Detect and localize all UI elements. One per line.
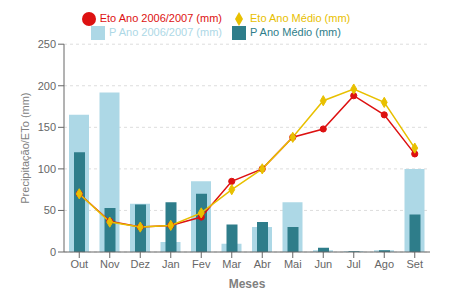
svg-text:Jan: Jan [162, 258, 180, 270]
svg-text:Ago: Ago [374, 258, 394, 270]
svg-text:Abr: Abr [254, 258, 271, 270]
svg-text:Jun: Jun [314, 258, 332, 270]
html-text:Eto Ano Médio (mm): Eto Ano Médio (mm) [250, 12, 351, 24]
svg-text:Mai: Mai [284, 258, 302, 270]
html-text:P Ano 2006/2007 (mm): P Ano 2006/2007 (mm) [109, 26, 222, 39]
svg-text:Meses: Meses [229, 277, 266, 291]
svg-text:Set: Set [406, 258, 423, 270]
html-text:Eto Ano 2006/2007 (mm): Eto Ano 2006/2007 (mm) [99, 12, 222, 24]
svg-text:100: 100 [38, 163, 56, 175]
svg-text:150: 150 [38, 121, 56, 133]
svg-text:Out: Out [70, 258, 88, 270]
svg-text:0: 0 [50, 246, 56, 258]
svg-text:200: 200 [38, 80, 56, 92]
svg-text:Precipitação/ETo (mm): Precipitação/ETo (mm) [19, 92, 31, 203]
html-text:P Ano Médio (mm): P Ano Médio (mm) [250, 26, 341, 39]
svg-text:Jul: Jul [347, 258, 361, 270]
svg-text:Nov: Nov [100, 258, 120, 270]
svg-text:Mar: Mar [222, 258, 241, 270]
svg-text:250: 250 [38, 38, 56, 50]
svg-text:Dez: Dez [130, 258, 150, 270]
svg-text:50: 50 [44, 204, 56, 216]
svg-text:Fev: Fev [192, 258, 211, 270]
